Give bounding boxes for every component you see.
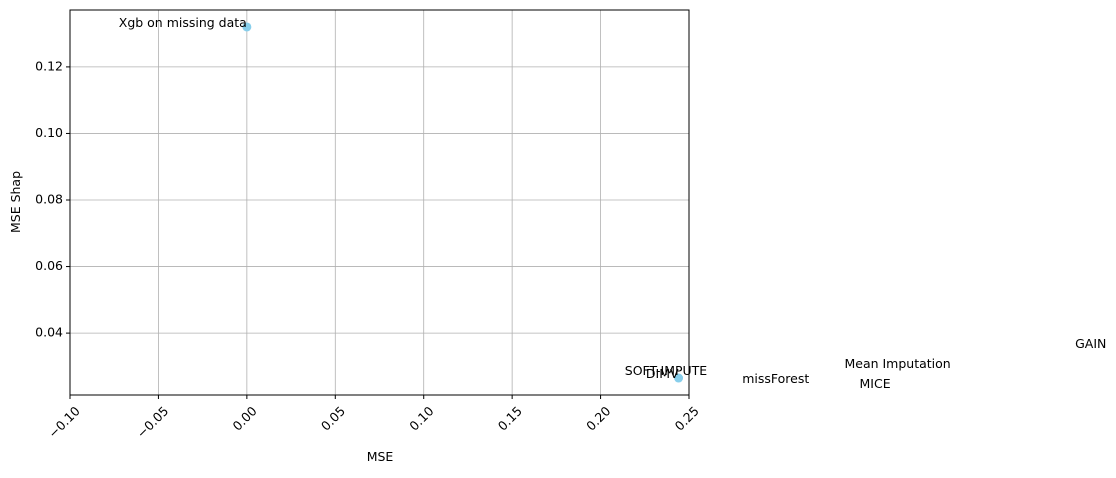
y-tick-label: 0.12 <box>35 58 63 73</box>
x-tick-label: 0.20 <box>583 403 613 433</box>
point-label: DIMV <box>646 366 679 381</box>
point-label: SOFT-IMPUTE <box>625 363 708 378</box>
point-label: GAIN <box>1075 336 1106 351</box>
y-tick-label: 0.06 <box>35 258 63 273</box>
y-tick-label: 0.10 <box>35 125 63 140</box>
point-label: Xgb on missing data <box>119 15 247 30</box>
x-tick-label: 0.05 <box>318 403 348 433</box>
y-axis-label: MSE Shap <box>8 171 23 233</box>
plot-frame <box>69 9 690 396</box>
x-tick-label: 0.15 <box>495 403 525 433</box>
x-tick-label: 0.25 <box>672 403 702 433</box>
x-tick-label: −0.05 <box>134 403 172 441</box>
point <box>674 373 684 383</box>
x-tick-label: 0.10 <box>406 403 436 433</box>
y-tick-label: 0.08 <box>35 192 63 207</box>
point-label: Mean Imputation <box>844 356 950 371</box>
x-tick-label: −0.10 <box>45 403 83 441</box>
y-tick-label: 0.04 <box>35 325 63 340</box>
point-label: MICE <box>860 376 891 391</box>
point-label: missForest <box>742 371 809 386</box>
x-axis-label: MSE <box>367 449 394 464</box>
point <box>242 22 252 32</box>
points <box>242 22 684 383</box>
x-tick-label: 0.00 <box>229 403 259 433</box>
